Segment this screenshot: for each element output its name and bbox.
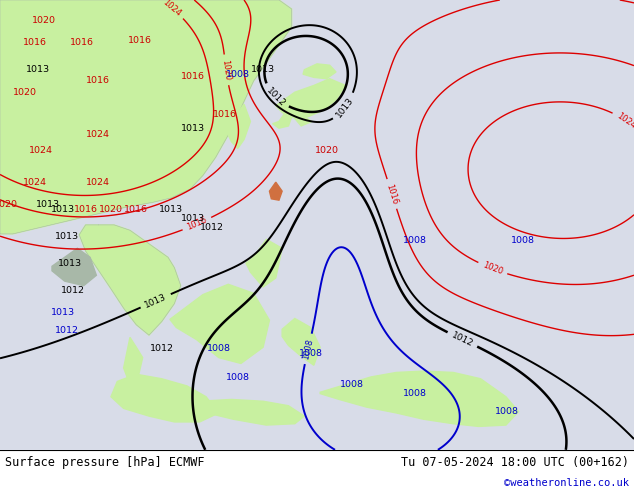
Polygon shape xyxy=(111,374,219,422)
Text: 1016: 1016 xyxy=(213,110,237,119)
Polygon shape xyxy=(303,64,336,79)
Text: 1016: 1016 xyxy=(70,38,94,47)
Polygon shape xyxy=(320,371,519,426)
Polygon shape xyxy=(193,399,304,425)
Text: 1013: 1013 xyxy=(55,232,79,241)
Text: 1016: 1016 xyxy=(127,36,152,45)
Text: 1008: 1008 xyxy=(226,373,250,382)
Text: 1012: 1012 xyxy=(200,222,224,232)
Text: 1012: 1012 xyxy=(150,344,174,353)
Text: 1024: 1024 xyxy=(161,0,183,18)
Polygon shape xyxy=(0,0,292,234)
Text: 1013: 1013 xyxy=(334,95,355,119)
Polygon shape xyxy=(225,104,250,148)
Polygon shape xyxy=(246,239,282,287)
Text: 1008: 1008 xyxy=(495,407,519,416)
Polygon shape xyxy=(124,337,143,385)
Polygon shape xyxy=(282,318,320,365)
Polygon shape xyxy=(269,182,282,200)
Text: 1024: 1024 xyxy=(86,130,110,140)
Polygon shape xyxy=(79,225,181,335)
Text: 1020: 1020 xyxy=(0,200,18,209)
Text: 1012: 1012 xyxy=(55,326,79,335)
Text: 1008: 1008 xyxy=(403,236,427,245)
Text: 1008: 1008 xyxy=(302,338,315,360)
Polygon shape xyxy=(52,248,96,286)
Text: 1020: 1020 xyxy=(220,59,232,81)
Text: 1013: 1013 xyxy=(58,259,82,268)
Text: 1013: 1013 xyxy=(181,214,205,222)
Text: 1013: 1013 xyxy=(181,123,205,133)
Text: 1008: 1008 xyxy=(299,348,323,358)
Text: 1013: 1013 xyxy=(51,308,75,317)
Polygon shape xyxy=(273,113,292,128)
Text: 1016: 1016 xyxy=(186,216,209,232)
Polygon shape xyxy=(276,79,346,117)
Text: Tu 07-05-2024 18:00 UTC (00+162): Tu 07-05-2024 18:00 UTC (00+162) xyxy=(401,456,629,469)
Text: 1008: 1008 xyxy=(403,389,427,398)
Text: 1013: 1013 xyxy=(36,200,60,209)
Text: 1013: 1013 xyxy=(143,292,168,310)
Text: 1012: 1012 xyxy=(61,286,85,294)
Text: ©weatheronline.co.uk: ©weatheronline.co.uk xyxy=(504,478,629,488)
Text: 1008: 1008 xyxy=(226,70,250,79)
Polygon shape xyxy=(294,117,312,126)
Text: 1012: 1012 xyxy=(450,330,475,348)
Text: 1024: 1024 xyxy=(615,111,634,130)
Text: 1020: 1020 xyxy=(13,88,37,97)
Text: 1016: 1016 xyxy=(124,205,148,214)
Text: 1013: 1013 xyxy=(159,205,183,214)
Text: 1016: 1016 xyxy=(86,76,110,85)
Text: 1020: 1020 xyxy=(32,16,56,24)
Text: 1012: 1012 xyxy=(264,86,287,108)
Text: 1016: 1016 xyxy=(23,38,47,47)
Text: 1013: 1013 xyxy=(251,65,275,74)
Text: 1024: 1024 xyxy=(23,178,47,187)
Text: 1016: 1016 xyxy=(74,205,98,214)
Text: 1008: 1008 xyxy=(511,236,535,245)
Text: 1024: 1024 xyxy=(86,178,110,187)
Text: 1008: 1008 xyxy=(207,344,231,353)
Text: 1016: 1016 xyxy=(181,72,205,81)
Text: 1024: 1024 xyxy=(29,146,53,155)
Text: 1020: 1020 xyxy=(99,205,123,214)
Polygon shape xyxy=(170,284,269,364)
Text: Surface pressure [hPa] ECMWF: Surface pressure [hPa] ECMWF xyxy=(5,456,205,469)
Text: 1020: 1020 xyxy=(481,261,504,277)
Text: 1020: 1020 xyxy=(314,146,339,155)
Text: 1013: 1013 xyxy=(26,65,50,74)
Text: 1016: 1016 xyxy=(384,182,399,205)
Text: 1013: 1013 xyxy=(51,205,75,214)
Text: 1008: 1008 xyxy=(340,380,364,389)
